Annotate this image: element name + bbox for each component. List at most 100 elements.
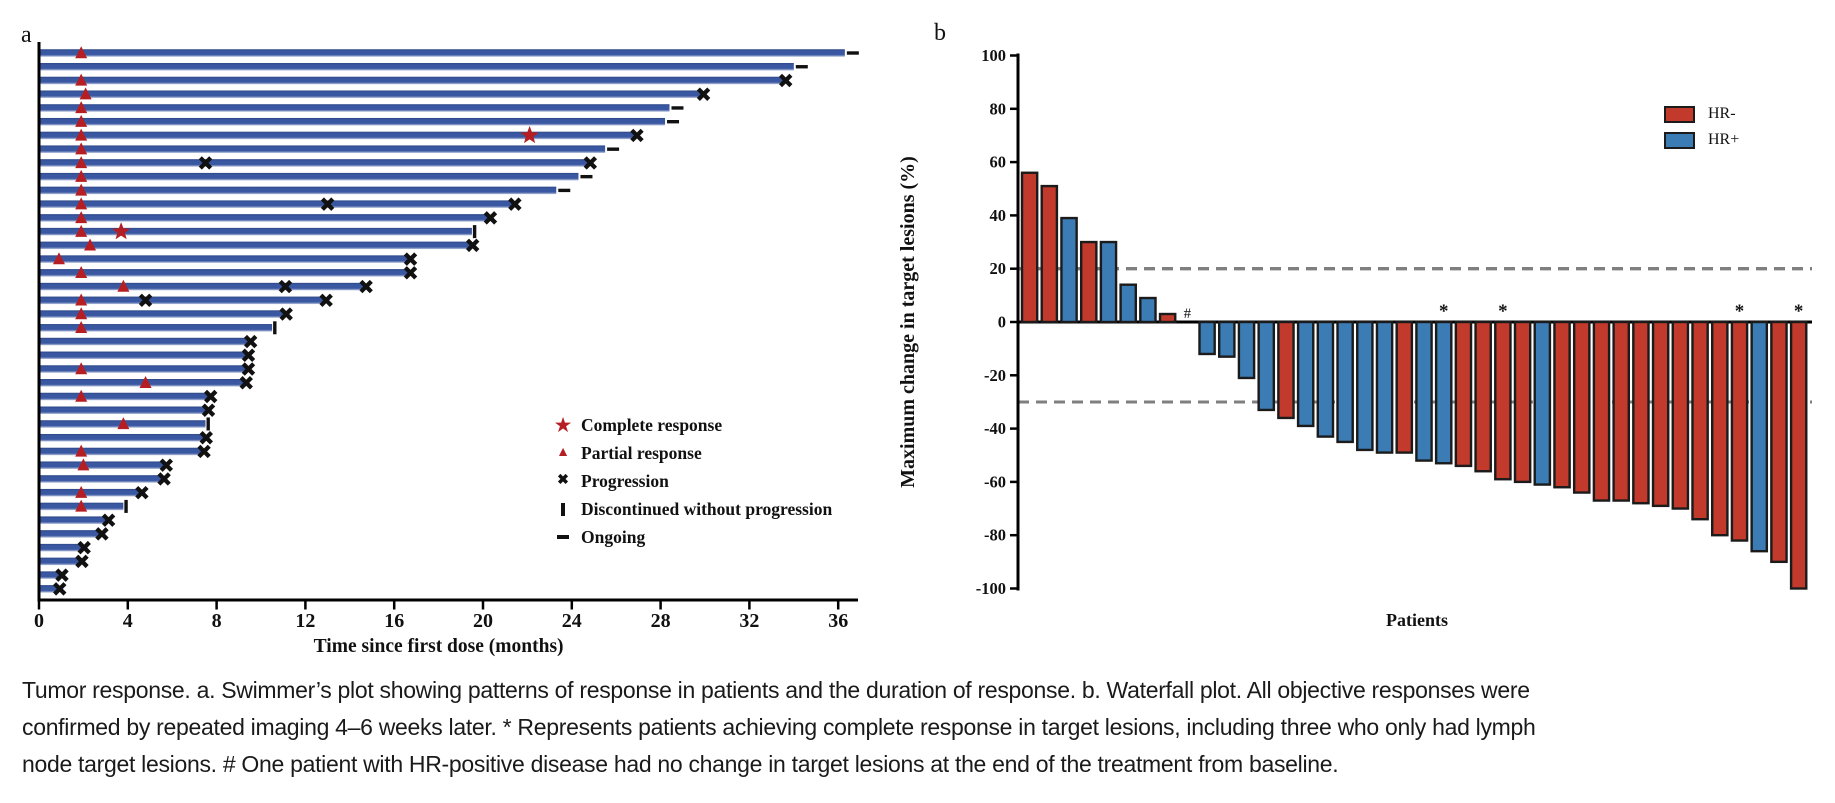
progression-x-marker <box>508 197 522 211</box>
complete-response-asterisk-annotation: * <box>1794 301 1804 322</box>
waterfall-bar <box>1494 320 1512 481</box>
progression-x-marker <box>403 252 418 266</box>
progression-x-marker <box>53 582 67 596</box>
progression-x-marker <box>403 266 418 280</box>
swimmer-bar <box>40 543 82 552</box>
legend-item-hr-negative: HR- <box>1664 101 1739 127</box>
legend-item-hr-positive: HR+ <box>1664 127 1739 153</box>
waterfall-bar <box>1454 320 1473 468</box>
pr-triangle-marker <box>75 444 88 457</box>
swimmer-bar <box>40 433 204 442</box>
swimmer-bar <box>40 76 783 85</box>
waterfall-bar <box>1277 320 1295 420</box>
pr-triangle-marker <box>75 128 88 141</box>
complete-response-asterisk-annotation: * <box>1439 301 1449 322</box>
legend-item-progression: ✖ Progression <box>545 467 832 495</box>
waterfall-bar <box>1356 320 1374 452</box>
x-tick-label: 8 <box>212 610 222 632</box>
caption-line: node target lesions. # One patient with … <box>22 751 1339 777</box>
swimmer-bar <box>40 282 364 291</box>
legend-item-complete-response: ★ Complete response <box>545 411 832 439</box>
waterfall-bar <box>1691 320 1709 521</box>
swimmer-bar <box>40 104 670 112</box>
waterfall-bar <box>1336 320 1354 444</box>
progression-x-marker <box>696 87 711 101</box>
progression-x-marker <box>55 568 69 582</box>
waterfall-bar <box>1632 320 1650 505</box>
pr-triangle-marker <box>75 73 88 86</box>
waterfall-bar <box>1257 320 1276 412</box>
cr-star-marker <box>112 222 131 240</box>
swimmer-bar <box>40 351 246 360</box>
hr-positive-swatch-icon <box>1664 131 1695 149</box>
swimmer-bar <box>40 131 634 140</box>
x-tick-label: 20 <box>473 610 493 632</box>
y-tick-label: -20 <box>984 366 1006 385</box>
swimmer-bar <box>40 90 701 98</box>
progression-x-marker <box>157 472 171 486</box>
waterfall-bar <box>1434 320 1453 465</box>
waterfall-bar <box>1020 171 1039 324</box>
y-tick-label: 100 <box>981 46 1006 65</box>
pr-triangle-marker <box>75 156 88 169</box>
pr-triangle-marker <box>75 321 88 333</box>
y-tick-label: 80 <box>990 99 1007 118</box>
complete-response-asterisk-annotation: * <box>1735 301 1745 322</box>
discontinued-marker <box>273 321 277 335</box>
x-tick-label: 32 <box>739 610 759 632</box>
progression-x-marker <box>138 293 153 308</box>
progression-x-marker <box>241 362 256 376</box>
swimmer-bar <box>40 296 324 305</box>
pr-triangle-marker <box>139 375 152 388</box>
x-tick-label: 4 <box>123 610 133 632</box>
legend-label: Progression <box>581 470 669 491</box>
pr-triangle-marker <box>75 101 88 114</box>
waterfall-bar <box>1789 320 1808 590</box>
waterfall-bar <box>1079 240 1098 324</box>
pr-triangle-marker <box>117 417 130 430</box>
swimmer-bar <box>40 310 284 318</box>
y-tick-label: 0 <box>998 313 1006 332</box>
pr-triangle-marker <box>79 87 92 100</box>
swimmer-bar <box>40 269 408 277</box>
discontinued-bar-icon <box>545 502 581 516</box>
complete-response-star-icon: ★ <box>553 412 573 437</box>
swimmer-bar <box>40 475 162 483</box>
pr-triangle-marker <box>75 169 88 182</box>
waterfall-bar <box>1198 320 1216 356</box>
pr-triangle-marker <box>117 279 130 292</box>
progression-x-marker <box>77 540 91 555</box>
progression-x-marker <box>583 156 598 170</box>
swimmer-bar <box>40 200 512 208</box>
waterfall-bar <box>1158 312 1177 324</box>
x-tick-label: 28 <box>651 610 671 632</box>
swimmer-bar <box>40 406 206 414</box>
progression-x-marker <box>201 403 216 417</box>
progression-x-marker <box>243 334 258 349</box>
swimmer-bar <box>40 255 408 263</box>
y-tick-label: -100 <box>976 579 1006 598</box>
progression-x-marker <box>95 527 109 541</box>
waterfall-bar <box>1217 320 1236 358</box>
waterfall-bar <box>1651 320 1670 508</box>
figure-canvas: 0 4 8 12 16 20 24 28 32 36 Time since first dose (… <box>34 42 1812 657</box>
waterfall-bar <box>1770 320 1788 564</box>
progression-x-marker <box>203 389 218 404</box>
swimmer-bar <box>40 241 470 250</box>
swimmer-bar <box>40 145 606 153</box>
discontinued-marker <box>472 225 477 239</box>
progression-x-marker <box>239 376 253 390</box>
pr-triangle-marker <box>75 211 88 224</box>
waterfall-bar <box>1060 216 1078 324</box>
legend-label: Partial response <box>581 442 702 463</box>
x-tick-label: 0 <box>34 610 44 632</box>
ongoing-dash-icon <box>545 535 581 539</box>
legend-item-discontinued: Discontinued without progression <box>545 495 832 523</box>
swimmer-bar <box>40 365 246 373</box>
x-tick-label: 12 <box>295 610 315 632</box>
complete-response-asterisk-annotation: * <box>1498 301 1508 322</box>
progression-x-marker <box>465 238 480 253</box>
pr-triangle-marker <box>75 293 88 306</box>
legend-label: HR- <box>1708 105 1736 122</box>
pr-triangle-marker <box>75 142 88 155</box>
